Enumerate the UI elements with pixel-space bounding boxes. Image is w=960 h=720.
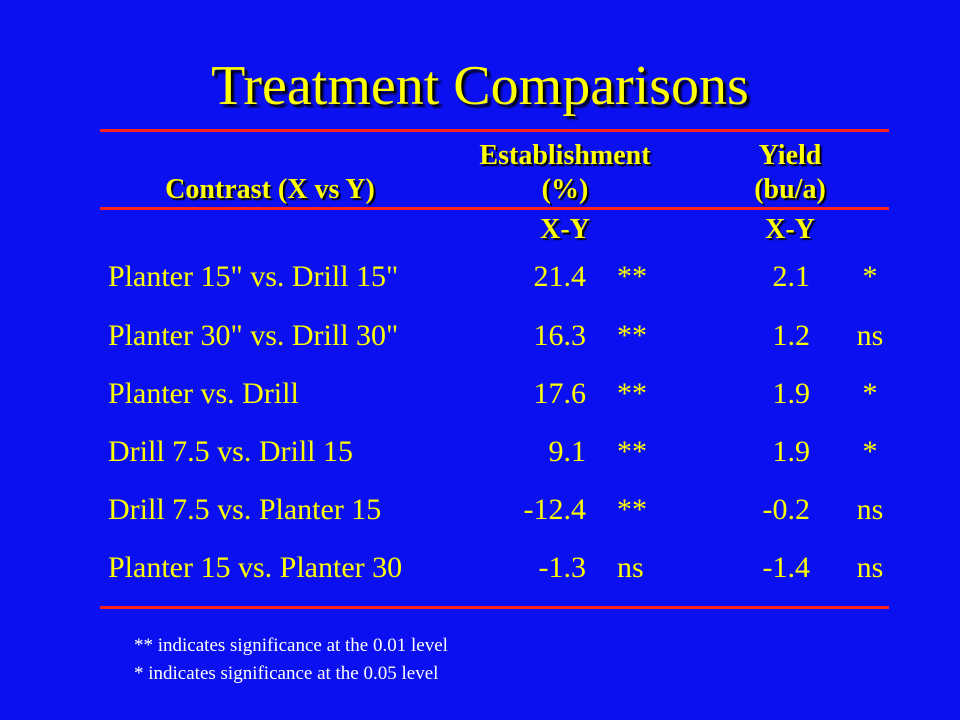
row-establishment-value: -12.4 bbox=[523, 493, 587, 526]
header-establishment: Establishment bbox=[479, 140, 651, 171]
row-yield-significance: * bbox=[862, 260, 878, 293]
table-bottom-rule bbox=[100, 606, 889, 609]
row-contrast: Planter 15 vs. Planter 30 bbox=[108, 551, 403, 584]
subheader-establishment-diff: X-Y bbox=[540, 214, 590, 245]
row-establishment-value: -1.3 bbox=[538, 551, 587, 584]
header-establishment-unit: (%) bbox=[541, 174, 589, 205]
row-contrast: Planter 30" vs. Drill 30" bbox=[108, 319, 399, 352]
row-establishment-value: 9.1 bbox=[548, 435, 587, 468]
row-yield-significance: * bbox=[862, 377, 878, 410]
row-yield-value: 1.9 bbox=[772, 435, 811, 468]
table-header-rule bbox=[100, 207, 889, 210]
row-yield-value: -1.4 bbox=[762, 551, 811, 584]
footnote-0.01-significance: ** indicates significance at the 0.01 le… bbox=[134, 635, 448, 656]
row-yield-value: 1.2 bbox=[772, 319, 811, 352]
row-contrast: Drill 7.5 vs. Planter 15 bbox=[108, 493, 382, 526]
row-establishment-value: 16.3 bbox=[533, 319, 587, 352]
slide-title: Treatment Comparisons bbox=[211, 55, 749, 117]
header-yield: Yield bbox=[758, 140, 822, 171]
row-establishment-significance: ** bbox=[617, 493, 647, 526]
row-yield-significance: * bbox=[862, 435, 878, 468]
row-yield-value: -0.2 bbox=[762, 493, 811, 526]
row-yield-value: 2.1 bbox=[772, 260, 811, 293]
row-establishment-significance: ns bbox=[617, 551, 644, 584]
row-yield-significance: ns bbox=[856, 493, 884, 526]
row-contrast: Drill 7.5 vs. Drill 15 bbox=[108, 435, 353, 468]
row-establishment-significance: ** bbox=[617, 377, 647, 410]
row-establishment-significance: ** bbox=[617, 319, 647, 352]
header-yield-unit: (bu/a) bbox=[754, 174, 826, 205]
subheader-yield-diff: X-Y bbox=[765, 214, 815, 245]
row-yield-significance: ns bbox=[856, 551, 884, 584]
row-establishment-significance: ** bbox=[617, 435, 647, 468]
row-establishment-value: 17.6 bbox=[533, 377, 587, 410]
row-yield-significance: ns bbox=[856, 319, 884, 352]
row-contrast: Planter 15" vs. Drill 15" bbox=[108, 260, 399, 293]
row-establishment-significance: ** bbox=[617, 260, 647, 293]
row-contrast: Planter vs. Drill bbox=[108, 377, 299, 410]
footnote-0.05-significance: * indicates significance at the 0.05 lev… bbox=[134, 663, 439, 684]
row-yield-value: 1.9 bbox=[772, 377, 811, 410]
header-contrast: Contrast (X vs Y) bbox=[165, 174, 375, 205]
row-establishment-value: 21.4 bbox=[533, 260, 587, 293]
table-top-rule bbox=[100, 129, 889, 132]
